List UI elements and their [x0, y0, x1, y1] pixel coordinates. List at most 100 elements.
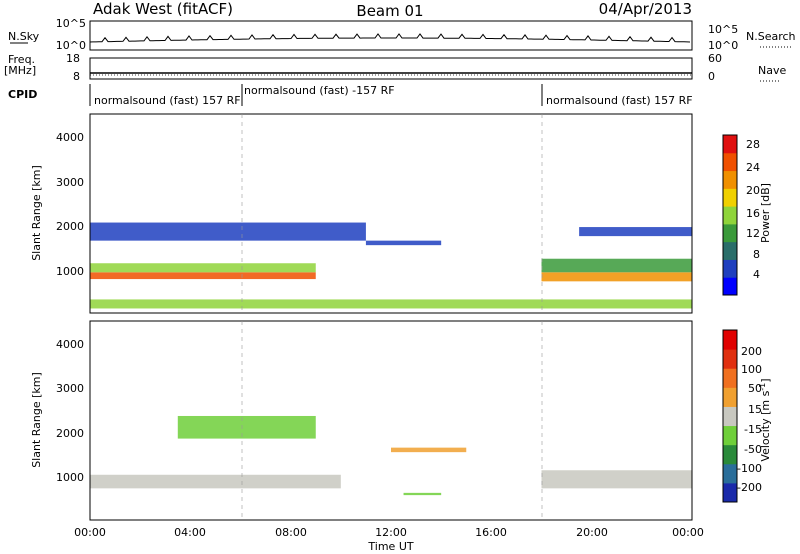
velocity-band-3 — [403, 492, 442, 496]
freq-tick-bottom: 8 — [73, 70, 80, 83]
velocity-cb-tick-100: 100 — [741, 363, 762, 376]
noise-right-label: N.Search — [746, 30, 796, 43]
power-cb-tick-8: 8 — [753, 248, 760, 261]
velocity-ylabel: Slant Range [km] — [30, 372, 43, 468]
beam-title: Beam 01 — [356, 2, 423, 20]
velocity-data-marks — [90, 415, 692, 496]
noise-left-tick-bottom: 10^0 — [56, 39, 86, 52]
velocity-colorbar-swatch-6 — [723, 368, 737, 388]
velocity-cb-tick-15: 15 — [748, 403, 762, 416]
power-data-marks — [90, 222, 692, 309]
velocity-cb-tick-m50: -50 — [744, 443, 762, 456]
nave-tick-top: 60 — [708, 52, 722, 65]
power-colorbar-swatch-4 — [723, 206, 737, 225]
power-colorbar-swatch-7 — [723, 152, 737, 172]
velocity-ytick-3000: 3000 — [56, 382, 84, 395]
velocity-ytick-4000: 4000 — [56, 338, 84, 351]
x-tick-3: 12:00 — [375, 526, 407, 539]
power-band-4 — [541, 272, 692, 282]
velocity-colorbar-label: Velocity [m s-1] — [758, 378, 772, 461]
velocity-cb-label-main: Velocity [m s — [759, 390, 772, 461]
velocity-cb-tick-200: 200 — [741, 345, 762, 358]
velocity-colorbar-swatch-1 — [723, 463, 737, 484]
power-colorbar-swatch-2 — [723, 241, 737, 260]
power-ytick-2000: 2000 — [56, 220, 84, 233]
power-colorbar-swatch-5 — [723, 188, 737, 207]
power-colorbar-label: Power [dB] — [759, 183, 772, 243]
noise-left-label: N.Sky — [8, 30, 40, 43]
velocity-cb-label-end: ] — [759, 378, 772, 382]
noise-panel: N.Sky 10^5 10^0 10^5 10^0 N.Search — [8, 17, 796, 52]
noise-right-tick-top: 10^5 — [708, 23, 738, 36]
power-colorbar-swatch-6 — [723, 170, 737, 189]
velocity-colorbar-swatch-2 — [723, 444, 737, 465]
velocity-ytick-1000: 1000 — [56, 471, 84, 484]
velocity-cb-label-sup: -1 — [758, 383, 767, 391]
power-band-1 — [90, 263, 316, 273]
power-ylabel: Slant Range [km] — [30, 165, 43, 261]
power-band-0 — [90, 272, 316, 280]
x-tick-0: 00:00 — [74, 526, 106, 539]
power-band-3 — [365, 240, 442, 246]
velocity-colorbar-swatch-3 — [723, 425, 737, 446]
power-cb-tick-20: 20 — [746, 184, 760, 197]
power-band-6 — [579, 227, 692, 237]
power-colorbar-frame — [722, 134, 738, 296]
freq-label-line2: [MHz] — [4, 64, 36, 77]
power-cb-tick-16: 16 — [746, 207, 760, 220]
velocity-cb-tick-50: 50 — [748, 382, 762, 395]
station-title: Adak West (fitACF) — [93, 0, 233, 18]
cpid-segment-2: normalsound (fast) -157 RF — [244, 84, 395, 97]
power-cb-tick-28: 28 — [746, 138, 760, 151]
cpid-label: CPID — [8, 88, 37, 101]
velocity-cb-tick-m100: -100 — [737, 462, 762, 475]
x-axis: 00:00 04:00 08:00 12:00 16:00 20:00 00:0… — [74, 526, 704, 553]
velocity-colorbar-swatch-0 — [723, 482, 737, 503]
x-tick-5: 20:00 — [576, 526, 608, 539]
velocity-cb-tick-m15: -15 — [744, 423, 762, 436]
x-tick-6: 00:00 — [672, 526, 704, 539]
power-colorbar-swatch-1 — [723, 259, 737, 278]
x-tick-4: 16:00 — [475, 526, 507, 539]
noise-left-tick-top: 10^5 — [56, 17, 86, 30]
velocity-colorbar-swatch-8 — [723, 330, 737, 350]
velocity-band-2 — [391, 447, 467, 453]
freq-label-line1: Freq. — [8, 53, 35, 66]
cpid-segment-3: normalsound (fast) 157 RF — [546, 94, 693, 107]
power-panel: Slant Range [km] 4000 3000 2000 1000 — [30, 113, 693, 314]
power-band-7 — [90, 299, 692, 309]
velocity-colorbar-frame — [722, 329, 738, 503]
nave-label: Nave — [758, 64, 786, 77]
velocity-colorbar — [722, 329, 738, 503]
power-cb-tick-24: 24 — [746, 161, 760, 174]
x-tick-1: 04:00 — [174, 526, 206, 539]
frequency-panel: Freq. [MHz] 18 8 60 0 Nave — [4, 52, 786, 83]
velocity-band-4 — [541, 470, 692, 489]
velocity-ytick-2000: 2000 — [56, 427, 84, 440]
nave-tick-bottom: 0 — [708, 70, 715, 83]
velocity-cb-tick-m200: -200 — [737, 481, 762, 494]
power-ytick-4000: 4000 — [56, 131, 84, 144]
power-cb-tick-4: 4 — [753, 268, 760, 281]
power-colorbar-swatch-8 — [723, 135, 737, 154]
velocity-colorbar-swatch-4 — [723, 406, 737, 427]
x-axis-label: Time UT — [367, 540, 413, 553]
noise-sky-trace — [89, 33, 691, 44]
power-band-5 — [541, 258, 692, 273]
power-colorbar — [722, 134, 738, 296]
velocity-band-0 — [90, 474, 341, 489]
velocity-panel: Slant Range [km] 4000 3000 2000 1000 — [30, 320, 693, 521]
velocity-band-1 — [177, 415, 316, 439]
date-title: 04/Apr/2013 — [599, 0, 692, 18]
cpid-panel: CPID normalsound (fast) 157 RF normalsou… — [8, 84, 693, 107]
power-colorbar-swatch-0 — [723, 277, 737, 296]
power-cb-tick-12: 12 — [746, 227, 760, 240]
noise-right-tick-bottom: 10^0 — [708, 39, 738, 52]
freq-tick-top: 18 — [66, 52, 80, 65]
power-ytick-1000: 1000 — [56, 265, 84, 278]
power-colorbar-swatch-3 — [723, 223, 737, 243]
x-tick-2: 08:00 — [275, 526, 307, 539]
power-ytick-3000: 3000 — [56, 176, 84, 189]
power-band-2 — [90, 222, 366, 241]
